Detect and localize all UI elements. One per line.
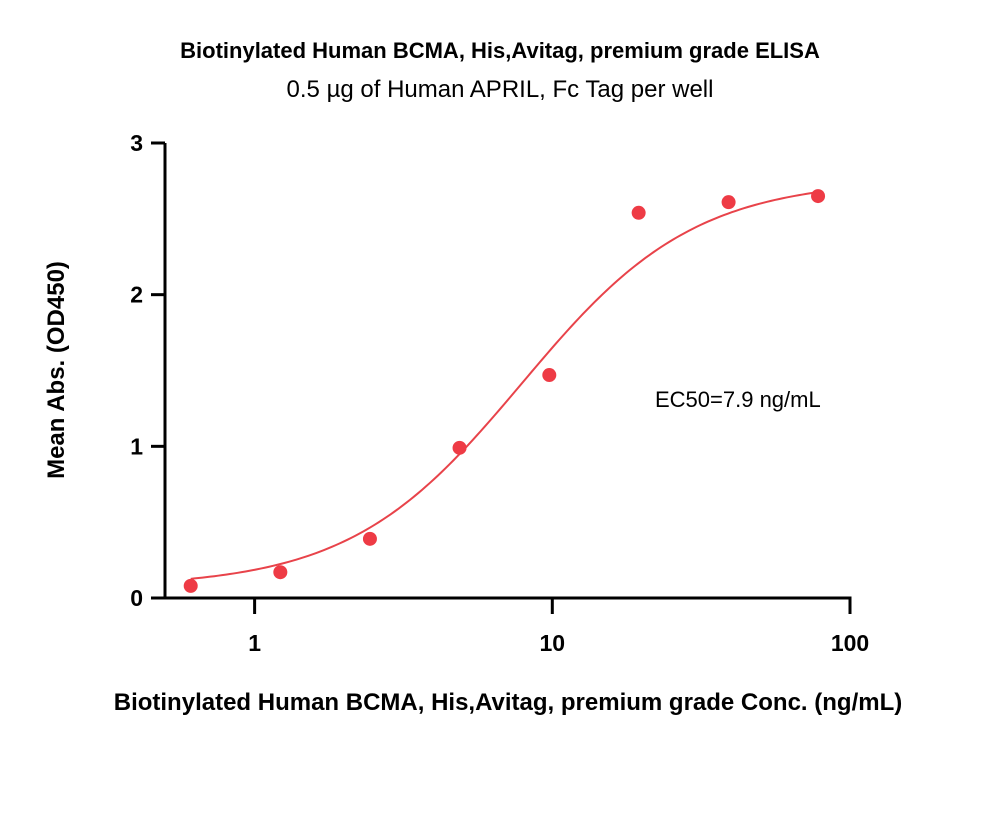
data-point: [721, 195, 736, 210]
data-points: [183, 189, 826, 593]
x-axis-title: Biotinylated Human BCMA, His,Avitag, pre…: [114, 689, 903, 716]
y-axis-title: Mean Abs. (OD450): [43, 261, 70, 479]
ec50-annotation: EC50=7.9 ng/mL: [655, 387, 821, 412]
y-tick-label: 1: [130, 433, 143, 459]
y-tick-label: 3: [130, 130, 143, 156]
x-tick-label: 10: [540, 630, 566, 656]
data-point: [542, 368, 557, 383]
ticks: 0 1 2 3 1 10 100: [130, 130, 869, 656]
data-point: [362, 531, 377, 546]
data-point: [811, 189, 826, 204]
chart-title: Biotinylated Human BCMA, His,Avitag, pre…: [180, 38, 820, 63]
data-point: [183, 578, 198, 593]
axes: [163, 143, 852, 600]
y-tick-label: 2: [130, 282, 143, 308]
data-point: [452, 440, 467, 455]
fit-curve: [190, 191, 819, 580]
y-tick-label: 0: [130, 585, 143, 611]
x-tick-label: 100: [831, 630, 869, 656]
x-tick-label: 1: [248, 630, 261, 656]
chart-subtitle: 0.5 µg of Human APRIL, Fc Tag per well: [286, 76, 714, 103]
data-point: [631, 205, 646, 220]
data-point: [273, 565, 288, 580]
